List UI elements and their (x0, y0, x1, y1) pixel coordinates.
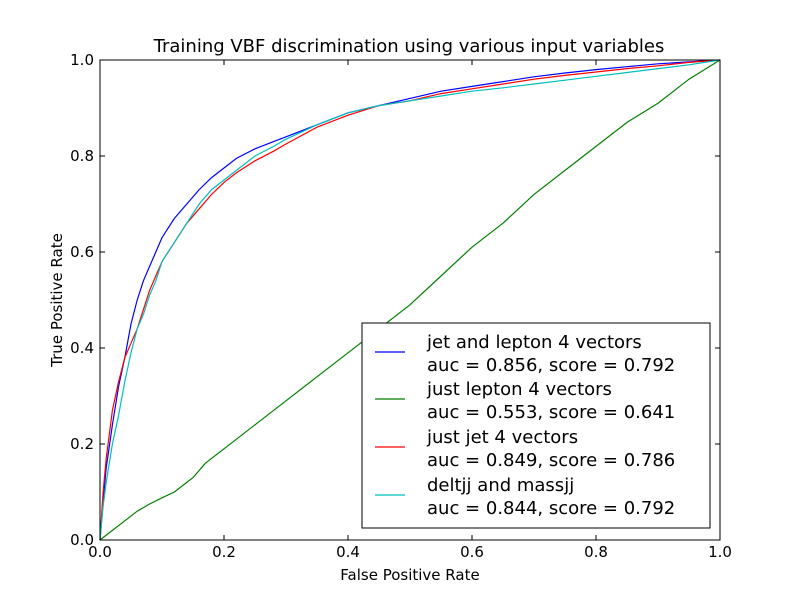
legend-name-3: deltjj and massjj (427, 475, 574, 496)
ticks-group: 0.0 0.2 0.4 0.6 0.8 1.0 0.0 0.2 0.4 0.6 0.8 1.0 (70, 51, 732, 561)
legend-name-2: just jet 4 vectors (426, 427, 578, 448)
x-tick-label: 1.0 (708, 543, 732, 561)
legend-box (361, 322, 711, 529)
legend-name-1: just lepton 4 vectors (426, 379, 612, 400)
x-tick-label: 0.2 (212, 543, 236, 561)
y-tick-label: 0.4 (70, 339, 94, 357)
legend-score-0: auc = 0.856, score = 0.792 (427, 355, 675, 376)
x-tick-label: 0.0 (88, 543, 112, 561)
x-tick-label: 0.4 (336, 543, 360, 561)
y-axis-label: True Positive Rate (48, 233, 66, 368)
y-tick-label: 0.0 (70, 531, 94, 549)
series-line-1 (99, 59, 721, 541)
legend-score-3: auc = 0.844, score = 0.792 (427, 498, 675, 519)
y-tick-label: 0.8 (70, 147, 94, 165)
series-line-2 (99, 59, 721, 541)
x-tick-label: 0.8 (584, 543, 608, 561)
curves-group (99, 59, 721, 541)
x-axis-label: False Positive Rate (340, 566, 479, 584)
y-tick-label: 0.6 (70, 243, 94, 261)
y-tick-label: 1.0 (70, 51, 94, 69)
legend-score-2: auc = 0.849, score = 0.786 (427, 450, 675, 471)
x-tick-label: 0.6 (460, 543, 484, 561)
series-line-0 (99, 59, 721, 541)
chart-title: Training VBF discrimination using variou… (153, 36, 665, 57)
series-line-3 (99, 59, 721, 541)
y-tick-label: 0.2 (70, 435, 94, 453)
legend-score-1: auc = 0.553, score = 0.641 (427, 402, 675, 423)
plot-frame (99, 59, 721, 541)
legend-name-0: jet and lepton 4 vectors (426, 332, 642, 353)
